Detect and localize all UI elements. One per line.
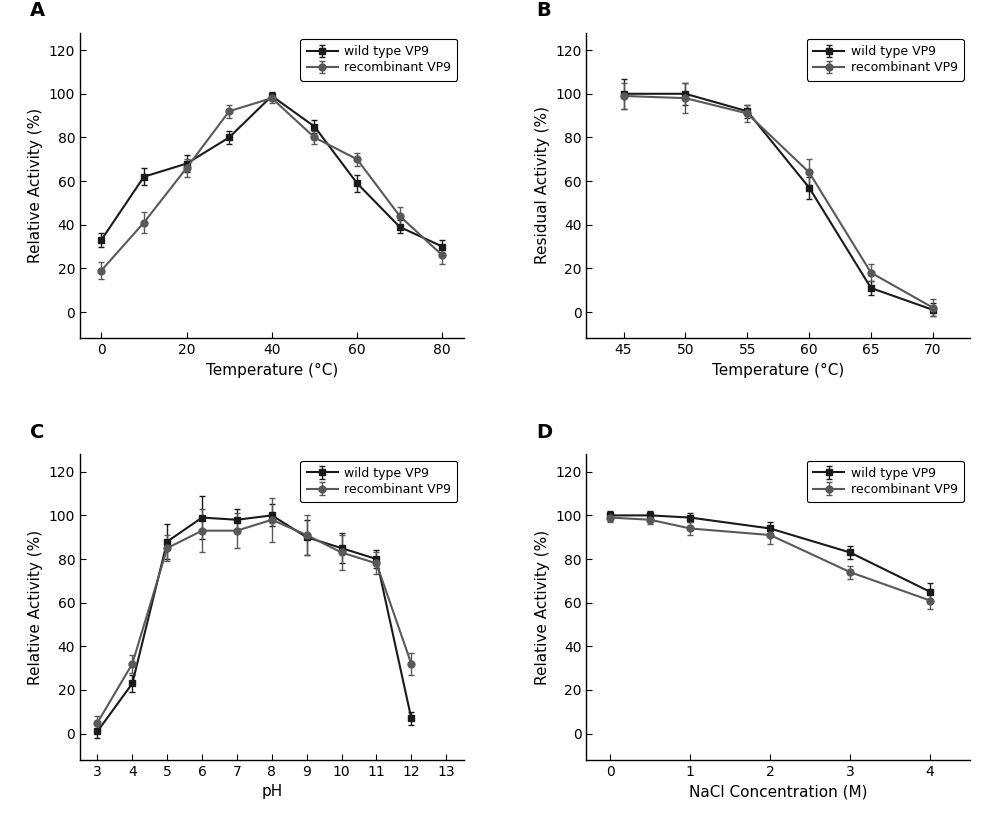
- X-axis label: NaCl Concentration (M): NaCl Concentration (M): [689, 784, 867, 799]
- Legend: wild type VP9, recombinant VP9: wild type VP9, recombinant VP9: [300, 39, 457, 81]
- Legend: wild type VP9, recombinant VP9: wild type VP9, recombinant VP9: [300, 461, 457, 502]
- Y-axis label: Relative Activity (%): Relative Activity (%): [28, 529, 43, 685]
- X-axis label: Temperature (°C): Temperature (°C): [206, 363, 338, 377]
- Y-axis label: Residual Activity (%): Residual Activity (%): [535, 106, 550, 265]
- Legend: wild type VP9, recombinant VP9: wild type VP9, recombinant VP9: [807, 461, 964, 502]
- Text: C: C: [30, 423, 45, 442]
- Text: D: D: [537, 423, 553, 442]
- Y-axis label: Relative Activity (%): Relative Activity (%): [535, 529, 550, 685]
- Y-axis label: Relative Activity (%): Relative Activity (%): [28, 108, 43, 263]
- Legend: wild type VP9, recombinant VP9: wild type VP9, recombinant VP9: [807, 39, 964, 81]
- Text: A: A: [30, 2, 45, 20]
- X-axis label: pH: pH: [261, 784, 282, 799]
- X-axis label: Temperature (°C): Temperature (°C): [712, 363, 844, 377]
- Text: B: B: [537, 2, 551, 20]
